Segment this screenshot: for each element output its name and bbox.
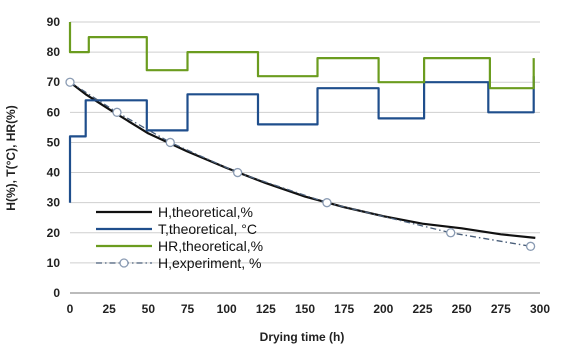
series-point xyxy=(322,198,332,208)
x-tick-label: 275 xyxy=(491,302,511,316)
y-tick-label: 70 xyxy=(47,75,61,89)
y-tick-label: 90 xyxy=(47,15,61,29)
series-point xyxy=(65,77,75,87)
x-tick-label: 250 xyxy=(452,302,472,316)
y-tick-label: 40 xyxy=(47,166,61,180)
y-tick-label: 50 xyxy=(47,135,61,149)
y-tick-label: 10 xyxy=(47,256,61,270)
series-line xyxy=(68,22,535,90)
y-axis-title: H(%), T(°C), HR(%) xyxy=(4,105,18,210)
x-tick-label: 125 xyxy=(256,302,276,316)
legend-label: T,theoretical, °C xyxy=(158,221,257,237)
series-point xyxy=(165,137,175,148)
y-tick-label: 0 xyxy=(53,286,60,300)
y-tick-label: 20 xyxy=(47,226,61,240)
x-tick-label: 100 xyxy=(217,302,237,316)
x-tick-label: 25 xyxy=(102,302,116,316)
x-tick-label: 300 xyxy=(530,302,550,316)
series-line xyxy=(69,81,531,247)
series-point xyxy=(232,167,243,178)
x-tick-label: 200 xyxy=(373,302,393,316)
x-tick-label: 0 xyxy=(67,302,74,316)
series-point xyxy=(525,241,536,251)
series-point xyxy=(112,107,122,117)
series-line xyxy=(69,81,536,239)
legend-label: HR,theoretical,% xyxy=(158,238,263,254)
series-layer xyxy=(65,22,536,251)
y-tick-label: 30 xyxy=(47,196,61,210)
legend-layer: H,theoretical,%T,theoretical, °CHR,theor… xyxy=(96,204,263,271)
legend-marker xyxy=(119,258,129,268)
series-point xyxy=(446,228,456,238)
x-tick-label: 175 xyxy=(334,302,354,316)
series-line xyxy=(68,76,535,203)
x-tick-label: 150 xyxy=(295,302,315,316)
y-tick-label: 80 xyxy=(47,45,61,59)
x-tick-label: 50 xyxy=(142,302,156,316)
y-tick-label: 60 xyxy=(47,105,61,119)
axis-layer: 0 10 20 30 40 50 60 70 80 90 0 25 50 75 100 125 150 175 20… xyxy=(47,15,551,316)
x-axis-title: Drying time (h) xyxy=(260,330,345,344)
x-tick-label: 75 xyxy=(181,302,195,316)
x-tick-label: 225 xyxy=(412,302,432,316)
legend-label: H,theoretical,% xyxy=(158,204,253,220)
grid-layer xyxy=(70,21,540,294)
legend-label: H,experiment, % xyxy=(158,255,261,271)
